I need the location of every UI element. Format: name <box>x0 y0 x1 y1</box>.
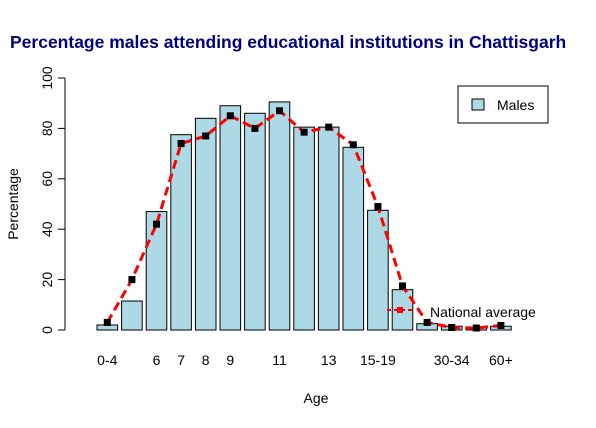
x-tick-label: 7 <box>177 352 185 368</box>
national-average-point <box>399 282 406 290</box>
x-tick-label: 0-4 <box>97 352 117 368</box>
bar <box>367 209 389 331</box>
x-axis-label: Age <box>304 390 329 406</box>
national-average-point <box>349 141 357 149</box>
annotation-label: National average <box>430 304 536 320</box>
y-axis-label: Percentage <box>5 168 21 240</box>
national-average-point <box>300 128 308 136</box>
annotation-marker <box>397 307 403 313</box>
national-average-point <box>276 107 283 115</box>
y-tick-label: 60 <box>39 171 55 187</box>
bar <box>268 101 291 331</box>
national-average-point <box>226 112 234 120</box>
national-average-point <box>251 124 259 132</box>
bar <box>145 211 168 331</box>
bar <box>121 300 143 331</box>
y-axis: 0 20 40 60 80 100 <box>39 66 66 334</box>
bar <box>170 134 192 331</box>
chart-title: Percentage males attending educational i… <box>10 32 566 52</box>
x-axis-tick-labels: 0-4 6 7 8 9 11 13 15-19 30-34 60+ <box>97 352 513 368</box>
national-average-point <box>177 140 185 148</box>
national-average-point <box>202 132 210 140</box>
bar <box>293 126 315 331</box>
national-average-points <box>103 107 505 332</box>
bar <box>342 146 365 331</box>
x-tick-label: 9 <box>226 352 234 368</box>
y-tick-label: 0 <box>39 326 55 334</box>
x-tick-label: 15-19 <box>360 352 396 368</box>
x-tick-label: 30-34 <box>434 352 470 368</box>
national-average-point <box>153 220 160 228</box>
bar <box>244 112 266 331</box>
national-average-point <box>423 318 431 326</box>
national-average-annotation: National average <box>387 304 536 320</box>
y-tick-label: 40 <box>39 221 55 237</box>
x-tick-label: 11 <box>272 352 287 368</box>
national-average-point <box>325 123 333 131</box>
bars-group <box>96 101 512 331</box>
x-tick-label: 6 <box>153 352 161 368</box>
bar <box>317 126 340 331</box>
national-average-point <box>103 318 111 326</box>
national-average-point <box>448 323 456 331</box>
x-tick-label: 60+ <box>489 352 513 368</box>
y-tick-label: 100 <box>39 66 55 90</box>
national-average-point <box>497 321 505 329</box>
x-tick-label: 13 <box>321 352 337 368</box>
bar <box>219 105 242 331</box>
x-tick-label: 8 <box>202 352 210 368</box>
y-tick-label: 80 <box>39 120 55 136</box>
bar <box>194 117 217 331</box>
national-average-point <box>472 324 480 332</box>
legend-label-males: Males <box>497 97 534 113</box>
national-average-point <box>128 276 136 284</box>
y-tick-label: 20 <box>39 272 55 288</box>
legend-swatch-males <box>471 98 485 111</box>
legend: Males <box>457 85 549 124</box>
national-average-point <box>374 203 382 211</box>
